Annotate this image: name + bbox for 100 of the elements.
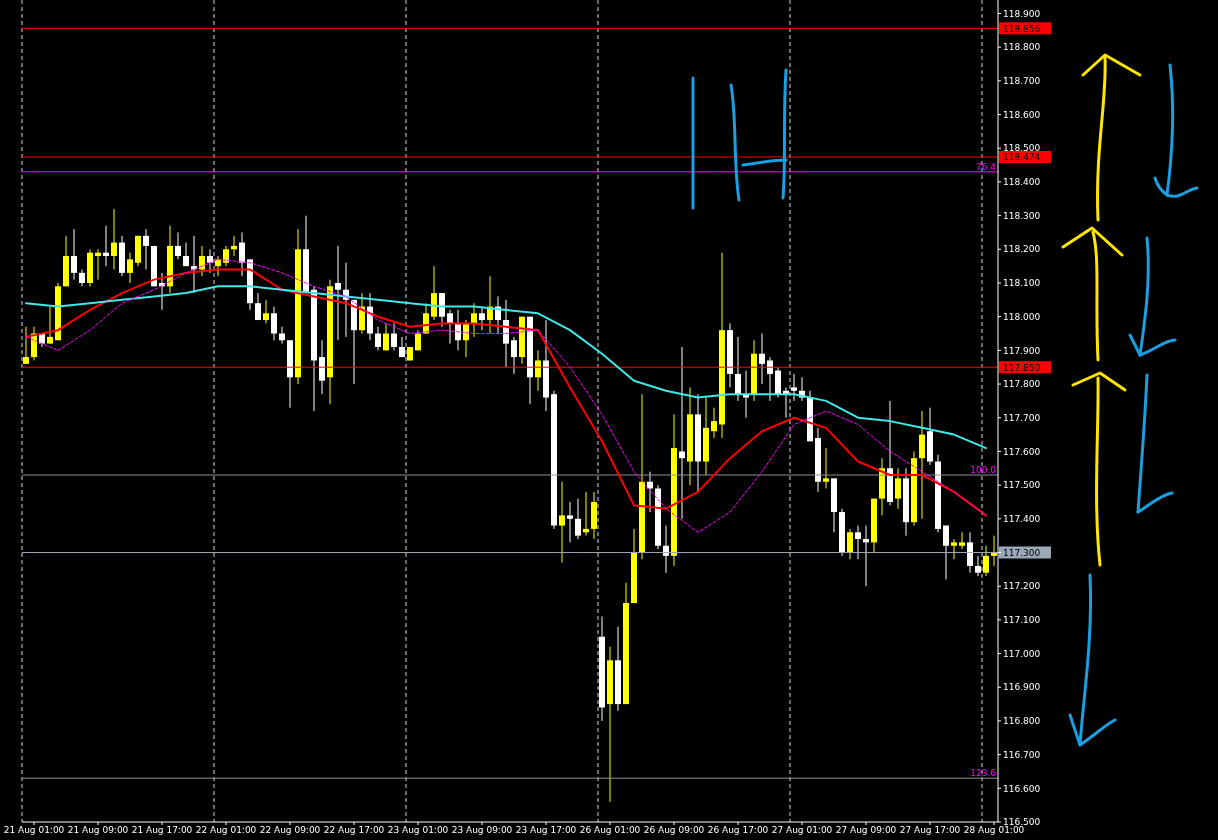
candlestick	[239, 231, 245, 277]
y-tick-label: 117.000	[1003, 648, 1041, 659]
candlestick	[943, 525, 949, 580]
x-tick-label: 22 Aug 09:00	[259, 825, 321, 836]
candlestick	[791, 373, 797, 402]
candlestick	[959, 531, 965, 550]
line-series	[25, 285, 987, 450]
candlestick	[735, 336, 741, 402]
candlestick	[759, 333, 765, 385]
y-tick-label: 117.400	[1003, 514, 1041, 524]
y-tick-label: 118.800	[1003, 42, 1041, 53]
candlestick	[47, 306, 53, 345]
y-tick-label: 116.800	[1003, 716, 1041, 727]
candlestick	[391, 322, 397, 351]
y-tick-label: 118.100	[1003, 278, 1041, 289]
candlestick	[175, 231, 181, 260]
candlestick	[711, 407, 717, 439]
y-tick-label: 118.900	[1003, 8, 1041, 19]
ref-line-label: 117.850	[1003, 362, 1041, 373]
y-tick-label: 118.500	[1003, 143, 1041, 154]
x-tick-label: 23 Aug 09:00	[451, 825, 513, 836]
candlestick	[263, 299, 269, 324]
y-tick-label: 117.700	[1003, 412, 1041, 423]
ref-line-label: 117.300	[1003, 547, 1041, 558]
candlestick	[823, 447, 829, 489]
candlestick	[319, 339, 325, 395]
candlestick	[847, 528, 853, 560]
candlestick	[535, 349, 541, 392]
candlestick	[511, 336, 517, 375]
y-tick-label: 117.100	[1003, 615, 1041, 626]
candlestick	[199, 245, 205, 277]
candlestick	[767, 356, 773, 402]
x-tick-label: 22 Aug 01:00	[195, 825, 257, 836]
candlestick	[191, 235, 197, 294]
annotation: 100.0	[970, 465, 997, 476]
x-tick-label: 26 Aug 09:00	[643, 825, 705, 836]
candlestick	[271, 306, 277, 341]
y-tick-label: 118.400	[1003, 177, 1041, 188]
candlestick	[335, 245, 341, 341]
candlestick	[383, 322, 389, 351]
candlestick	[895, 467, 901, 510]
x-tick-label: 21 Aug 09:00	[67, 825, 129, 836]
x-tick-label: 23 Aug 17:00	[515, 825, 577, 836]
candlestick	[575, 498, 581, 540]
x-tick-label: 23 Aug 01:00	[387, 825, 449, 836]
x-tick-label: 21 Aug 17:00	[131, 825, 193, 836]
candlestick	[431, 265, 437, 321]
ref-line-label: 118.474	[1003, 152, 1041, 163]
candlestick	[215, 255, 221, 277]
y-tick-label: 118.000	[1003, 311, 1041, 322]
candlestick	[95, 248, 101, 281]
candlestick	[143, 228, 149, 271]
y-tick-label: 117.600	[1003, 446, 1041, 457]
x-tick-label: 26 Aug 01:00	[579, 825, 641, 836]
candlestick	[471, 302, 477, 338]
y-tick-label: 117.900	[1003, 345, 1041, 356]
y-tick-label: 118.200	[1003, 244, 1041, 255]
candlestick	[255, 292, 261, 321]
y-tick-label: 117.200	[1003, 581, 1041, 592]
candlestick	[111, 208, 117, 271]
candlestick	[375, 326, 381, 351]
candlestick	[743, 370, 749, 419]
y-tick-label: 118.700	[1003, 76, 1041, 87]
x-tick-label: 22 Aug 17:00	[323, 825, 385, 836]
ref-line-label: 118.856	[1003, 23, 1041, 34]
y-tick-label: 118.300	[1003, 210, 1041, 221]
candlestick	[983, 545, 989, 577]
candlestick	[679, 346, 685, 520]
x-tick-label: 27 Aug 01:00	[771, 825, 833, 836]
candlestick	[439, 292, 445, 328]
y-tick-label: 116.500	[1003, 817, 1041, 828]
annotation: 123.6	[970, 768, 997, 779]
candlestick	[919, 410, 925, 520]
candlestick	[23, 326, 29, 365]
candlestick	[559, 481, 565, 564]
x-tick-label: 26 Aug 17:00	[707, 825, 769, 836]
candlestick	[223, 245, 229, 267]
candlestick	[231, 235, 237, 257]
candlestick	[951, 538, 957, 560]
x-tick-label: 27 Aug 17:00	[899, 825, 961, 836]
candlestick	[71, 228, 77, 281]
candlestick	[967, 531, 973, 574]
y-tick-label: 116.700	[1003, 749, 1041, 760]
candlestick	[775, 366, 781, 399]
x-tick-label: 21 Aug 01:00	[3, 825, 65, 836]
candlestick	[103, 225, 109, 267]
candlestick	[479, 306, 485, 331]
candlestick	[279, 326, 285, 345]
annotation: 76.4	[975, 161, 997, 172]
y-tick-label: 116.600	[1003, 783, 1041, 794]
y-tick-label: 118.600	[1003, 109, 1041, 120]
candlestick	[855, 525, 861, 560]
y-tick-label: 117.800	[1003, 379, 1041, 390]
candlestick	[207, 248, 213, 274]
candlestick	[127, 252, 133, 284]
candlestick	[863, 525, 869, 587]
x-tick-label: 28 Aug 01:00	[963, 825, 1025, 836]
candlestick	[567, 501, 573, 543]
y-tick-label: 117.500	[1003, 480, 1041, 491]
y-tick-label: 116.900	[1003, 682, 1041, 693]
